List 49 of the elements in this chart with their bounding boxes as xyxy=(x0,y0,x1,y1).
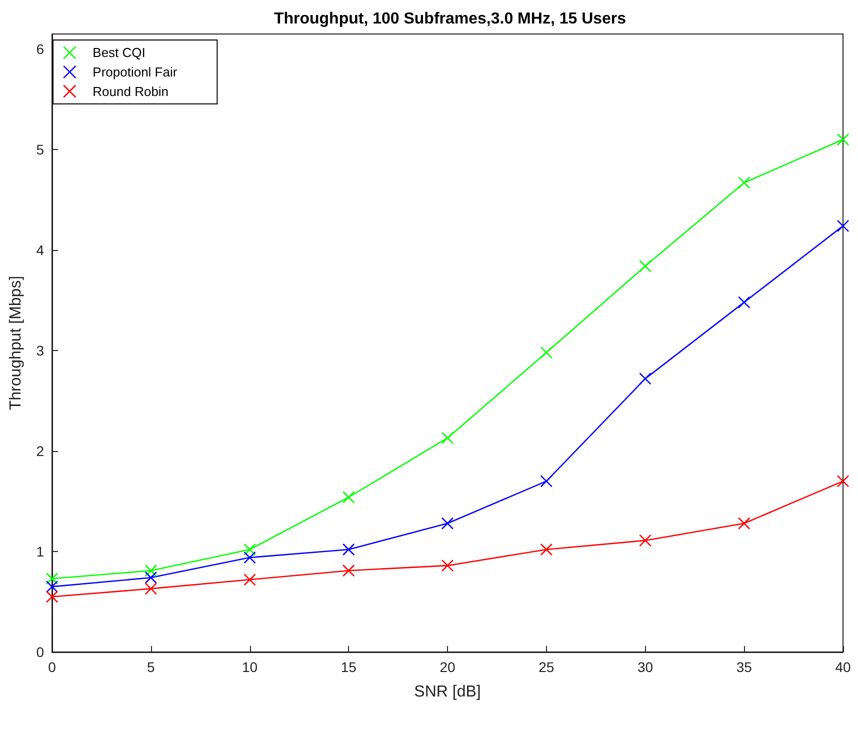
point xyxy=(46,572,58,585)
point xyxy=(836,220,850,232)
point xyxy=(738,517,750,530)
point xyxy=(441,559,454,572)
point xyxy=(342,564,355,577)
y-tick-label: 5 xyxy=(36,142,44,158)
x-tick-label: 30 xyxy=(637,659,654,675)
legend-label: Propotionl Fair xyxy=(92,64,178,80)
point xyxy=(46,580,58,593)
y-tick-label: 6 xyxy=(36,41,44,58)
point xyxy=(244,574,256,586)
legend-label: Best CQI xyxy=(92,45,146,60)
point xyxy=(639,372,652,385)
x-tick-label: 35 xyxy=(736,659,752,675)
point xyxy=(540,346,553,359)
y-tick-label: 0 xyxy=(36,644,44,660)
point xyxy=(836,133,850,146)
x-tick-label: 15 xyxy=(340,659,357,675)
point xyxy=(244,551,256,564)
point xyxy=(46,590,58,603)
x-tick-label: 5 xyxy=(146,659,155,675)
chart-title: Throughput, 100 Subframes,3.0 MHz, 15 Users xyxy=(274,10,626,28)
point xyxy=(342,543,355,556)
point xyxy=(836,475,850,488)
point xyxy=(441,517,454,530)
point xyxy=(342,491,355,504)
y-tick-label: 4 xyxy=(36,242,44,258)
x-tick-label: 25 xyxy=(538,659,554,675)
x-axis-title: SNR [dB] xyxy=(414,684,481,700)
y-axis-title: Throughput [Mbps] xyxy=(8,276,24,410)
point xyxy=(244,543,256,556)
point xyxy=(144,571,158,584)
point xyxy=(540,475,553,488)
point xyxy=(738,296,750,308)
y-tick-label: 3 xyxy=(36,342,44,359)
x-tick-label: 40 xyxy=(835,659,851,675)
point xyxy=(441,432,454,444)
point xyxy=(639,260,652,272)
x-tick-label: 0 xyxy=(48,659,56,675)
point xyxy=(144,582,158,595)
point xyxy=(639,534,652,547)
legend-label: Round Robin xyxy=(92,84,169,99)
y-tick-label: 1 xyxy=(36,544,44,560)
point xyxy=(144,564,158,577)
point xyxy=(738,176,750,189)
point xyxy=(540,543,553,556)
y-tick-label: 2 xyxy=(36,443,44,460)
x-tick-label: 20 xyxy=(440,659,456,675)
x-tick-label: 10 xyxy=(242,659,258,675)
